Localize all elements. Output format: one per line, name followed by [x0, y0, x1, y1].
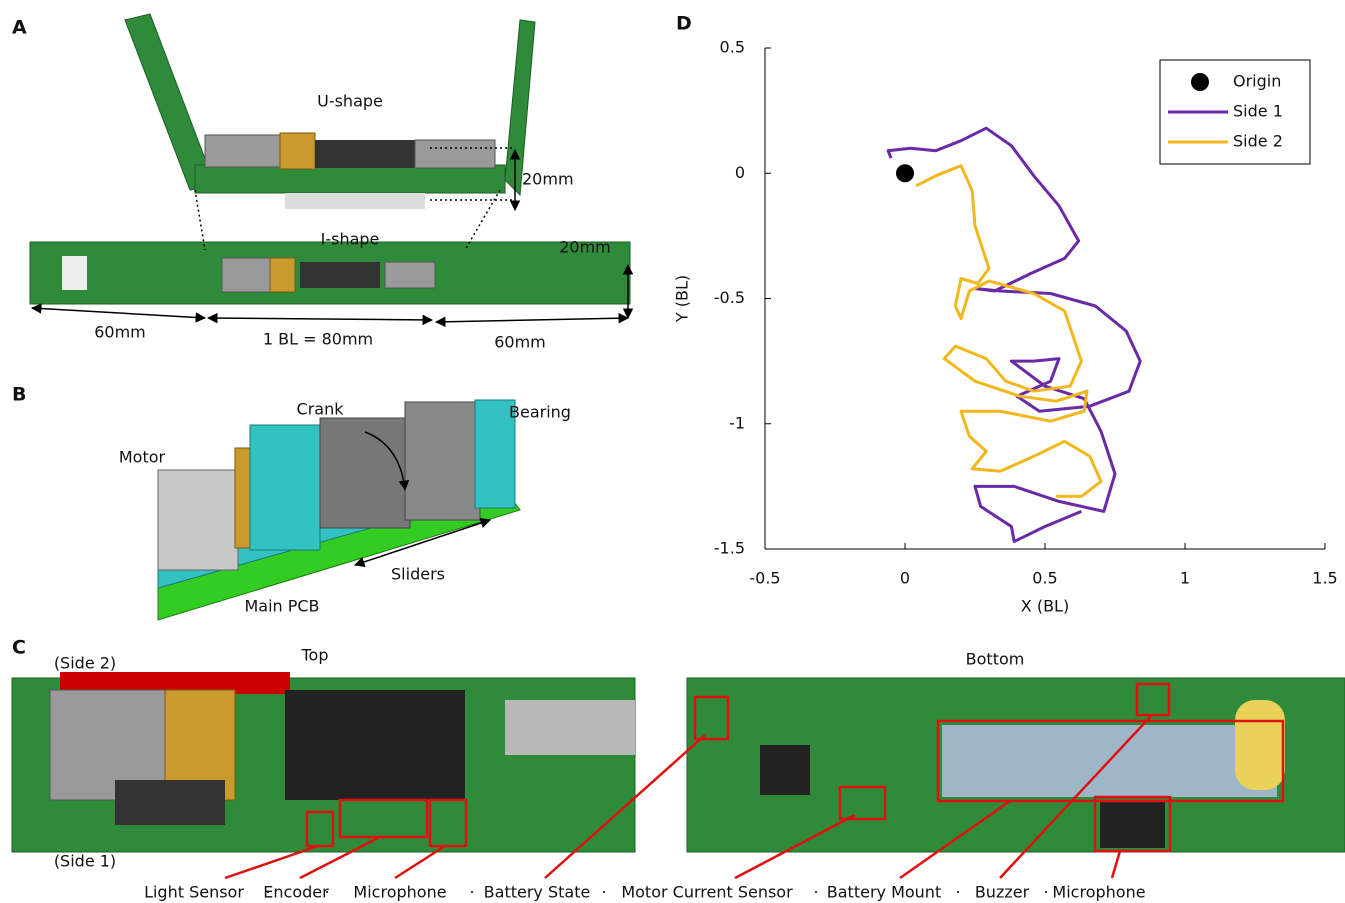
- component-label: Battery Mount: [827, 883, 941, 902]
- dimension-label: 20mm: [522, 170, 574, 189]
- separator: ·: [324, 883, 329, 902]
- x-axis-label: X (BL): [1021, 597, 1069, 616]
- legend-label: Side 2: [1233, 132, 1283, 151]
- part-label: Sliders: [391, 565, 445, 584]
- component-label: Battery State: [484, 883, 591, 902]
- separator: ·: [469, 883, 474, 902]
- x-tick-label: 0: [900, 569, 910, 588]
- legend-marker: [1191, 73, 1209, 91]
- component-label: Buzzer: [975, 883, 1030, 902]
- dimension-label: 1 BL = 80mm: [263, 330, 373, 349]
- photo-u-shape: [125, 14, 535, 209]
- photo-bottom: [687, 678, 1345, 852]
- y-tick-label: -0.5: [714, 288, 745, 307]
- trajectory-line: [916, 166, 1101, 497]
- photo-label: I-shape: [321, 230, 380, 249]
- trajectory-line: [888, 128, 1140, 541]
- x-tick-label: 0.5: [1032, 569, 1057, 588]
- panel-letter: B: [12, 384, 26, 406]
- y-tick-label: 0.5: [720, 38, 745, 57]
- photo-i-shape: [30, 242, 630, 304]
- part-label: Main PCB: [244, 597, 319, 616]
- photo-label: U-shape: [317, 92, 383, 111]
- panel-letter: C: [12, 637, 26, 659]
- photo-label: Bottom: [966, 650, 1025, 669]
- x-tick-label: 1: [1180, 569, 1190, 588]
- separator: ·: [1043, 883, 1048, 902]
- photo-top: [12, 672, 635, 852]
- dimension-label: 60mm: [494, 333, 546, 352]
- legend-label: Side 1: [1233, 102, 1283, 121]
- component-label: Microphone: [353, 883, 446, 902]
- part-label: Bearing: [509, 403, 571, 422]
- x-tick-label: -0.5: [749, 569, 780, 588]
- separator: ·: [955, 883, 960, 902]
- side-label: (Side 2): [54, 654, 116, 673]
- figure: A U-shape 20mm I-shape 20mm 60mm 1 BL = …: [0, 0, 1345, 903]
- side-label: (Side 1): [54, 852, 116, 871]
- legend-label: Origin: [1233, 72, 1281, 91]
- part-label: Crank: [297, 400, 345, 419]
- panel-letter: D: [676, 13, 692, 35]
- separator: ·: [813, 883, 818, 902]
- render-mechanism: [158, 400, 520, 620]
- component-label: Encoder: [263, 883, 329, 902]
- part-label: Motor: [119, 448, 166, 467]
- trajectory-chart: -0.5 0 0.5 1 1.5 -1.5 -1 -0.5 0 0.5 X (BL) Y (BL) Or…: [673, 38, 1338, 616]
- component-label: Light Sensor: [144, 883, 244, 902]
- separator: ·: [601, 883, 606, 902]
- photo-label: Top: [301, 646, 329, 665]
- dimension-label: 60mm: [94, 323, 146, 342]
- panel-letter: A: [12, 17, 27, 39]
- x-tick-label: 1.5: [1312, 569, 1337, 588]
- component-label: Motor Current Sensor: [621, 883, 793, 902]
- y-tick-label: 0: [735, 163, 745, 182]
- y-axis-label: Y (BL): [673, 275, 692, 323]
- component-label: Microphone: [1052, 883, 1145, 902]
- y-tick-label: -1: [729, 413, 745, 432]
- dimension-label: 20mm: [559, 238, 611, 257]
- component-list: Light Sensor · Encoder · Microphone · Ba…: [144, 883, 1146, 902]
- y-tick-label: -1.5: [714, 539, 745, 558]
- origin-marker: [896, 164, 914, 182]
